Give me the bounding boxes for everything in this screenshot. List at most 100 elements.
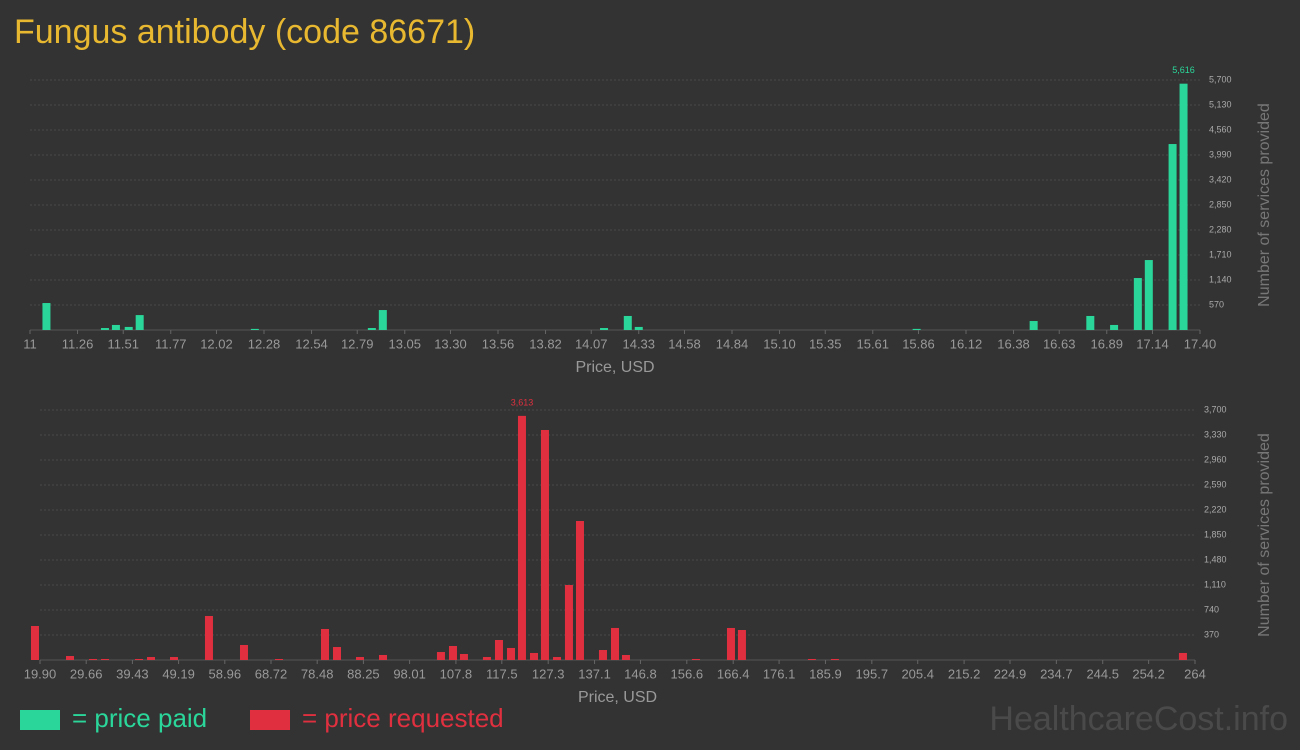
y-tick-label: 2,850: [1209, 199, 1232, 209]
bar: [1110, 324, 1119, 330]
x-tick-label: 166.4: [717, 666, 750, 681]
bar: [378, 310, 387, 330]
x-tick-label: 14.33: [622, 336, 655, 351]
bar: [610, 627, 619, 660]
bar: [623, 315, 632, 330]
y-tick-label: 2,590: [1204, 479, 1227, 489]
x-tick-label: 15.86: [902, 336, 935, 351]
bar: [88, 658, 97, 660]
x-tick-label: 234.7: [1040, 666, 1073, 681]
x-tick-label: 88.25: [347, 666, 380, 681]
y-tick-label: 3,420: [1209, 174, 1232, 184]
x-tick-label: 146.8: [624, 666, 657, 681]
bar: [42, 303, 51, 330]
x-tick-label: 205.4: [901, 666, 934, 681]
x-tick-label: 11: [23, 336, 37, 351]
x-tick-label: 11.77: [155, 336, 187, 351]
data-label: 5,616: [1172, 65, 1195, 75]
x-tick-label: 12.02: [200, 336, 233, 351]
bar: [552, 657, 561, 660]
x-tick-label: 264: [1184, 666, 1206, 681]
x-tick-label: 98.01: [393, 666, 426, 681]
bar: [320, 628, 329, 660]
bar: [333, 647, 342, 660]
bar: [147, 657, 156, 660]
bar: [737, 630, 746, 660]
bar: [517, 415, 526, 660]
x-tick-label: 11.26: [62, 336, 94, 351]
bar: [239, 645, 248, 660]
x-tick-label: 39.43: [116, 666, 149, 681]
x-tick-label: 107.8: [440, 666, 473, 681]
x-tick-label: 14.84: [716, 336, 749, 351]
bar: [1179, 83, 1188, 331]
y-tick-label: 3,330: [1204, 429, 1227, 439]
y-tick-label: 1,110: [1204, 579, 1226, 589]
bar: [494, 640, 503, 660]
bar: [1178, 652, 1187, 660]
x-tick-label: 68.72: [255, 666, 288, 681]
x-tick-label: 16.38: [997, 336, 1030, 351]
bar: [482, 657, 491, 660]
legend-swatch: [250, 710, 290, 730]
bar: [621, 655, 630, 660]
bar: [204, 616, 213, 660]
bar: [378, 655, 387, 660]
bar: [912, 328, 921, 330]
bar: [250, 328, 259, 330]
bar: [529, 652, 538, 660]
bar: [124, 326, 133, 330]
legend-swatch: [20, 710, 60, 730]
x-tick-label: 13.30: [434, 336, 467, 351]
x-tick-label: 117.5: [486, 666, 518, 681]
y-tick-label: 3,700: [1204, 404, 1227, 414]
x-tick-label: 12.54: [295, 336, 328, 351]
x-tick-label: 137.1: [578, 666, 611, 681]
x-tick-label: 13.82: [529, 336, 562, 351]
bar: [598, 650, 607, 660]
x-tick-label: 156.6: [671, 666, 704, 681]
bar: [436, 652, 445, 660]
x-tick-label: 14.07: [575, 336, 608, 351]
x-tick-label: 16.89: [1090, 336, 1123, 351]
x-tick-label: 15.10: [763, 336, 796, 351]
x-tick-label: 17.40: [1184, 336, 1217, 351]
y-axis-title: Number of services provided: [1256, 433, 1273, 637]
y-tick-label: 740: [1204, 604, 1219, 614]
x-axis-title: Price, USD: [575, 359, 654, 376]
y-tick-label: 3,990: [1209, 149, 1232, 159]
bar: [30, 626, 39, 660]
bar: [540, 430, 549, 660]
y-tick-label: 1,850: [1204, 529, 1227, 539]
y-tick-label: 570: [1209, 299, 1224, 309]
y-tick-label: 1,480: [1204, 554, 1227, 564]
bar: [691, 658, 700, 660]
bar: [100, 328, 109, 330]
x-tick-label: 12.79: [341, 336, 374, 351]
watermark: HealthcareCost.info: [989, 700, 1288, 738]
y-tick-label: 5,700: [1209, 74, 1232, 84]
y-tick-label: 1,710: [1209, 249, 1232, 259]
bar: [506, 647, 515, 660]
y-tick-label: 370: [1204, 629, 1219, 639]
x-tick-label: 244.5: [1086, 666, 1119, 681]
x-tick-label: 12.28: [248, 336, 281, 351]
x-tick-label: 17.14: [1136, 336, 1169, 351]
bar: [448, 646, 457, 660]
bar: [111, 324, 120, 330]
bar: [564, 585, 573, 660]
bar: [807, 658, 816, 660]
bar: [135, 315, 144, 330]
x-tick-label: 176.1: [763, 666, 796, 681]
x-tick-label: 15.35: [809, 336, 842, 351]
legend-label: = price paid: [72, 703, 207, 733]
x-tick-label: 58.96: [209, 666, 242, 681]
y-axis-title: Number of services provided: [1256, 103, 1273, 307]
bar: [634, 326, 643, 330]
bar: [600, 328, 609, 330]
x-tick-label: 224.9: [994, 666, 1027, 681]
x-tick-label: 14.58: [668, 336, 701, 351]
y-tick-label: 1,140: [1209, 274, 1232, 284]
x-tick-label: 11.51: [107, 336, 139, 351]
